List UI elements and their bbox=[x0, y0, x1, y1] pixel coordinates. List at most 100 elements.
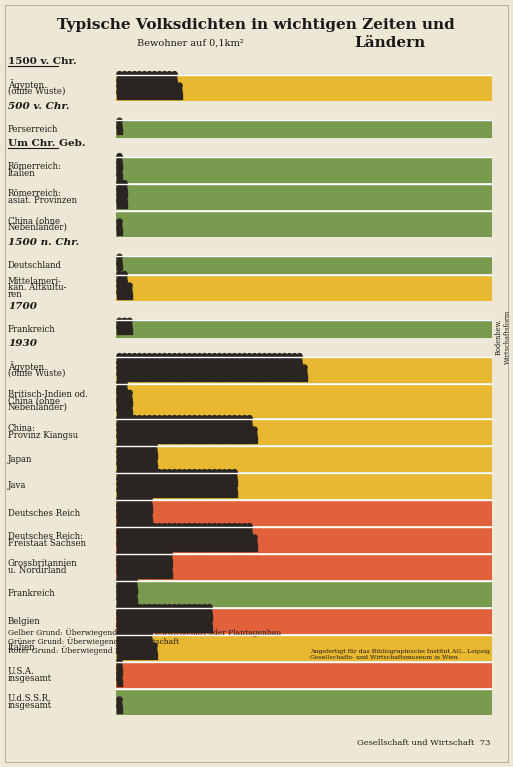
Polygon shape bbox=[287, 358, 292, 364]
Circle shape bbox=[117, 643, 122, 648]
Circle shape bbox=[187, 427, 192, 433]
Circle shape bbox=[197, 535, 202, 540]
Polygon shape bbox=[262, 370, 267, 375]
FancyBboxPatch shape bbox=[220, 492, 222, 497]
FancyBboxPatch shape bbox=[200, 492, 202, 497]
FancyBboxPatch shape bbox=[125, 453, 127, 459]
FancyBboxPatch shape bbox=[140, 94, 142, 99]
Polygon shape bbox=[282, 358, 287, 364]
Polygon shape bbox=[122, 385, 127, 390]
Circle shape bbox=[207, 416, 212, 421]
Polygon shape bbox=[127, 528, 132, 534]
Polygon shape bbox=[207, 610, 212, 615]
Circle shape bbox=[142, 427, 147, 433]
Text: Java: Java bbox=[8, 482, 26, 491]
Circle shape bbox=[137, 365, 142, 370]
Polygon shape bbox=[202, 486, 207, 492]
FancyBboxPatch shape bbox=[122, 492, 124, 497]
FancyBboxPatch shape bbox=[120, 294, 122, 299]
Polygon shape bbox=[152, 648, 157, 653]
FancyBboxPatch shape bbox=[196, 426, 199, 432]
FancyBboxPatch shape bbox=[165, 426, 167, 432]
FancyBboxPatch shape bbox=[135, 364, 137, 370]
Polygon shape bbox=[176, 528, 182, 534]
FancyBboxPatch shape bbox=[152, 364, 154, 370]
FancyBboxPatch shape bbox=[147, 492, 149, 497]
FancyBboxPatch shape bbox=[127, 518, 129, 524]
FancyBboxPatch shape bbox=[120, 390, 122, 397]
Circle shape bbox=[147, 616, 152, 621]
Polygon shape bbox=[127, 88, 132, 94]
FancyBboxPatch shape bbox=[156, 364, 159, 370]
Circle shape bbox=[192, 524, 197, 529]
Circle shape bbox=[157, 354, 162, 359]
FancyBboxPatch shape bbox=[205, 492, 207, 497]
Polygon shape bbox=[167, 77, 172, 82]
Circle shape bbox=[122, 71, 127, 77]
Polygon shape bbox=[136, 513, 142, 518]
Circle shape bbox=[292, 365, 297, 370]
FancyBboxPatch shape bbox=[136, 364, 139, 370]
FancyBboxPatch shape bbox=[192, 627, 194, 632]
Circle shape bbox=[117, 631, 122, 637]
Polygon shape bbox=[132, 88, 137, 94]
FancyBboxPatch shape bbox=[180, 627, 182, 632]
Circle shape bbox=[117, 443, 122, 448]
FancyBboxPatch shape bbox=[127, 480, 129, 486]
Polygon shape bbox=[127, 637, 132, 642]
FancyBboxPatch shape bbox=[145, 534, 147, 540]
Circle shape bbox=[252, 365, 257, 370]
FancyBboxPatch shape bbox=[150, 94, 152, 99]
FancyBboxPatch shape bbox=[120, 518, 122, 524]
FancyBboxPatch shape bbox=[196, 375, 199, 381]
Circle shape bbox=[117, 670, 122, 675]
FancyBboxPatch shape bbox=[227, 545, 229, 551]
Polygon shape bbox=[132, 513, 137, 518]
Polygon shape bbox=[122, 540, 127, 545]
Circle shape bbox=[202, 365, 207, 370]
FancyBboxPatch shape bbox=[190, 534, 192, 540]
Polygon shape bbox=[132, 528, 137, 534]
Polygon shape bbox=[117, 276, 122, 282]
FancyBboxPatch shape bbox=[210, 375, 212, 381]
Text: Bewohner auf 0,1km²: Bewohner auf 0,1km² bbox=[136, 38, 243, 48]
Circle shape bbox=[222, 469, 227, 475]
Circle shape bbox=[122, 365, 127, 370]
FancyBboxPatch shape bbox=[165, 627, 167, 632]
Polygon shape bbox=[176, 358, 182, 364]
Polygon shape bbox=[117, 224, 122, 229]
FancyBboxPatch shape bbox=[130, 480, 132, 486]
Circle shape bbox=[122, 380, 127, 385]
FancyBboxPatch shape bbox=[207, 627, 209, 632]
Text: Nebenländer): Nebenländer) bbox=[8, 403, 68, 412]
FancyBboxPatch shape bbox=[185, 426, 187, 432]
Polygon shape bbox=[222, 540, 227, 545]
FancyBboxPatch shape bbox=[175, 437, 177, 443]
Circle shape bbox=[242, 524, 247, 529]
Circle shape bbox=[267, 354, 272, 359]
FancyBboxPatch shape bbox=[140, 627, 142, 632]
Polygon shape bbox=[132, 540, 137, 545]
Circle shape bbox=[177, 604, 182, 610]
FancyBboxPatch shape bbox=[255, 375, 258, 381]
Circle shape bbox=[217, 481, 222, 486]
FancyBboxPatch shape bbox=[185, 545, 187, 551]
Polygon shape bbox=[122, 486, 127, 492]
FancyBboxPatch shape bbox=[250, 534, 252, 540]
FancyBboxPatch shape bbox=[156, 82, 159, 87]
Polygon shape bbox=[176, 621, 182, 627]
FancyBboxPatch shape bbox=[192, 437, 194, 443]
FancyBboxPatch shape bbox=[122, 400, 124, 407]
FancyBboxPatch shape bbox=[182, 615, 184, 621]
Polygon shape bbox=[117, 459, 122, 464]
FancyBboxPatch shape bbox=[120, 229, 122, 235]
Polygon shape bbox=[117, 88, 122, 94]
Circle shape bbox=[202, 604, 207, 610]
Polygon shape bbox=[242, 540, 247, 545]
Text: Mittelameri-: Mittelameri- bbox=[8, 277, 62, 286]
Circle shape bbox=[207, 481, 212, 486]
Polygon shape bbox=[127, 459, 132, 464]
Polygon shape bbox=[156, 621, 162, 627]
Polygon shape bbox=[212, 432, 218, 437]
FancyBboxPatch shape bbox=[132, 437, 134, 443]
